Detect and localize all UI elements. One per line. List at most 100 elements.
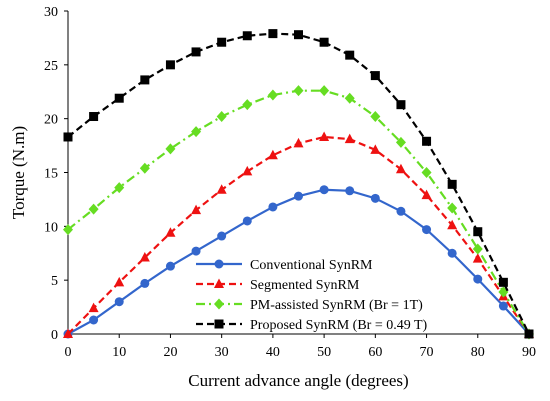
x-axis-title: Current advance angle (degrees) — [188, 371, 408, 390]
y-tick-label: 10 — [44, 220, 58, 235]
data-point — [191, 47, 201, 57]
data-point — [370, 71, 380, 81]
tick-labels: 0 10 20 30 40 50 60 70 80 90 0 5 10 15 20 25 30 — [44, 5, 536, 360]
x-tick-label: 40 — [266, 345, 280, 360]
data-point — [267, 89, 278, 101]
data-point — [370, 111, 381, 123]
data-point — [165, 227, 176, 237]
data-point — [344, 92, 355, 104]
data-point — [473, 227, 483, 237]
data-point — [139, 162, 150, 174]
data-point — [319, 37, 329, 47]
data-point — [89, 315, 99, 325]
legend-item: Conventional SynRM — [196, 258, 373, 273]
data-point — [242, 165, 253, 176]
data-point — [242, 99, 253, 111]
data-point — [89, 112, 99, 122]
data-point — [268, 202, 278, 212]
data-point — [472, 243, 483, 255]
data-point — [191, 126, 202, 138]
data-point — [447, 179, 457, 189]
data-point — [447, 202, 458, 214]
y-tick-label: 15 — [44, 167, 58, 182]
data-point — [472, 253, 483, 263]
data-point — [216, 184, 227, 194]
data-point — [422, 225, 432, 235]
data-point — [63, 224, 73, 236]
legend: Conventional SynRM Segmented SynRM PM-assi… — [196, 258, 428, 333]
x-tick-label: 50 — [317, 345, 331, 360]
data-point — [396, 100, 406, 110]
data-point — [344, 133, 355, 144]
data-point — [63, 132, 73, 142]
data-point — [63, 328, 73, 338]
y-tick-label: 20 — [44, 113, 58, 128]
legend-label: Segmented SynRM — [250, 278, 360, 293]
series-group — [63, 29, 534, 340]
y-tick-label: 25 — [44, 59, 58, 74]
data-point — [242, 31, 252, 41]
legend-label: Proposed SynRM (Br = 0.49 T) — [250, 318, 428, 333]
data-point — [293, 137, 304, 148]
x-tick-label: 30 — [215, 345, 229, 360]
data-point — [88, 302, 99, 313]
data-point — [216, 111, 227, 123]
x-tick-label: 70 — [420, 345, 434, 360]
data-point — [191, 246, 201, 256]
data-point — [319, 131, 330, 141]
legend-marker — [214, 298, 224, 310]
data-point — [345, 50, 355, 60]
data-point — [473, 274, 483, 284]
data-point — [114, 276, 125, 287]
data-point — [114, 182, 125, 194]
x-tick-label: 10 — [112, 345, 126, 360]
data-point — [217, 231, 227, 241]
data-point — [88, 203, 99, 215]
data-point — [370, 193, 380, 203]
legend-label: Conventional SynRM — [250, 258, 373, 273]
x-tick-label: 80 — [471, 345, 485, 360]
data-point — [421, 189, 432, 200]
data-point — [165, 60, 175, 70]
y-tick-label: 0 — [51, 328, 58, 343]
data-point — [395, 136, 406, 148]
data-point — [293, 85, 304, 97]
data-point — [140, 278, 150, 288]
legend-item: Segmented SynRM — [196, 278, 360, 293]
x-tick-label: 0 — [65, 345, 72, 360]
data-point — [447, 248, 457, 258]
data-point — [447, 219, 458, 230]
legend-marker — [214, 278, 224, 288]
data-point — [319, 85, 330, 97]
data-point — [370, 144, 381, 154]
y-tick-label: 5 — [51, 274, 58, 289]
data-point — [114, 297, 124, 307]
legend-label: PM-assisted SynRM (Br = 1T) — [250, 298, 423, 313]
data-point — [524, 329, 534, 339]
series-3 — [63, 85, 534, 340]
data-point — [319, 185, 329, 195]
data-point — [139, 252, 150, 262]
data-point — [114, 93, 124, 103]
data-point — [498, 277, 508, 287]
data-point — [396, 206, 406, 216]
data-point — [268, 29, 278, 39]
data-point — [422, 136, 432, 146]
data-point — [165, 143, 176, 155]
legend-marker — [214, 319, 224, 329]
data-point — [165, 261, 175, 271]
data-point — [345, 186, 355, 196]
data-point — [294, 191, 303, 201]
x-tick-label: 90 — [522, 345, 536, 360]
data-point — [421, 167, 432, 178]
data-point — [140, 75, 150, 85]
data-point — [294, 30, 303, 40]
data-point — [242, 216, 252, 226]
y-tick-label: 30 — [44, 5, 58, 20]
y-axis-title: Torque (N.m) — [9, 126, 28, 219]
data-point — [191, 204, 202, 215]
x-tick-label: 20 — [163, 345, 177, 360]
legend-item: Proposed SynRM (Br = 0.49 T) — [196, 318, 428, 333]
